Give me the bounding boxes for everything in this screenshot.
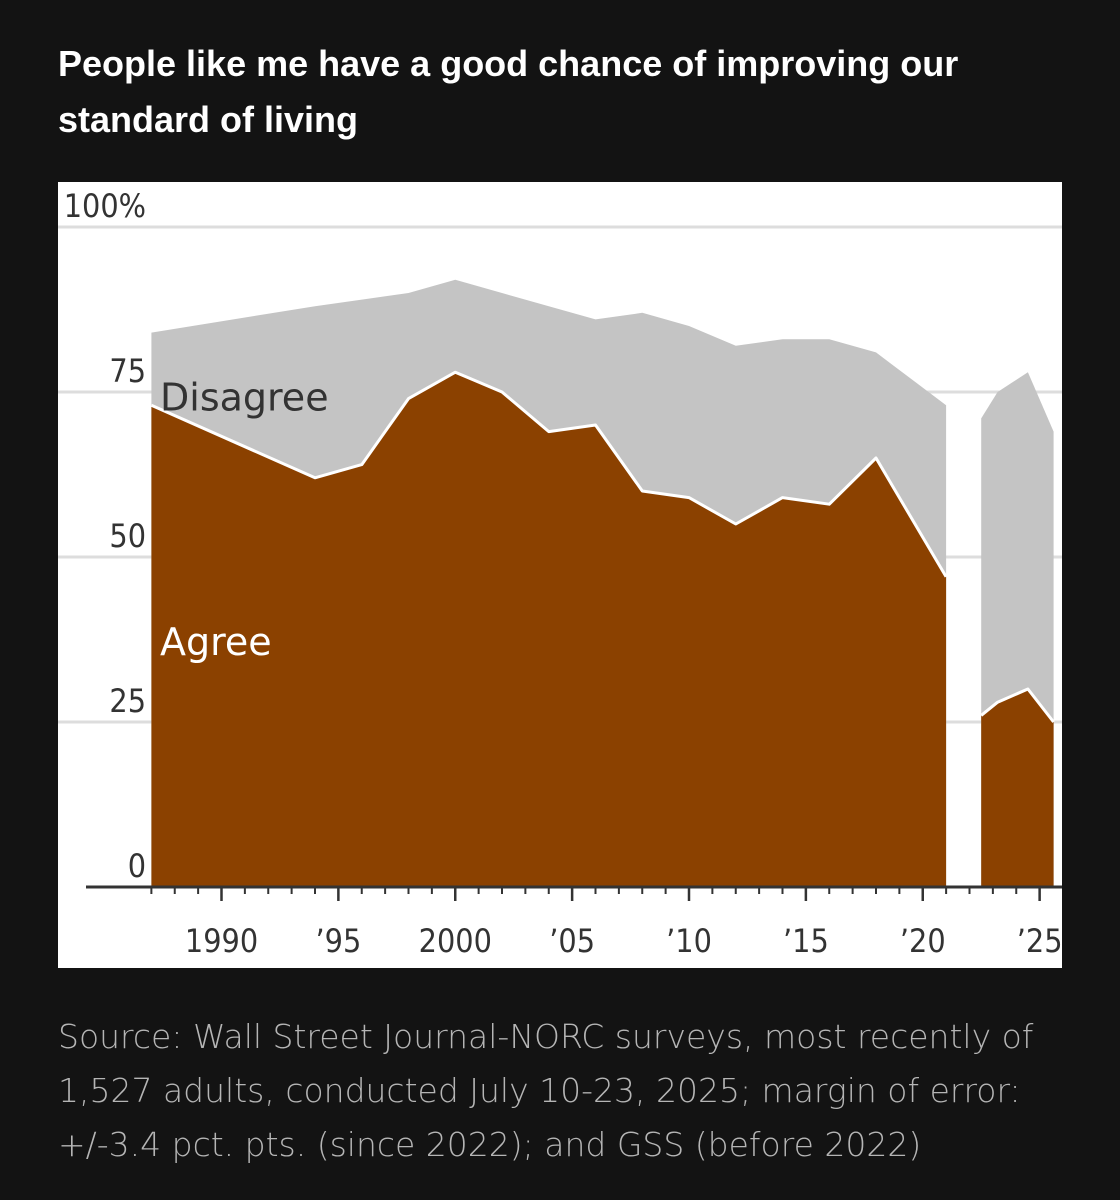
x-tick-label-2000: 2000 — [419, 922, 492, 960]
y-tick-label-50: 50 — [109, 517, 146, 555]
chart-title: People like me have a good chance of imp… — [58, 43, 959, 140]
series-label-agree: Agree — [160, 620, 272, 664]
chart-panel: 0 25 50 75 100% 1990 ’95 2000 ’05 ’10 ’15 ’20 ’25 D… — [58, 182, 1062, 968]
agree-area-0 — [151, 372, 947, 887]
y-tick-label-25: 25 — [109, 682, 146, 720]
source-note: Source: Wall Street Journal-NORC surveys… — [58, 1017, 1034, 1164]
agree-boundary-1 — [980, 687, 1055, 723]
y-axis-labels: 0 25 50 75 100% — [64, 187, 146, 885]
x-tick-label-2025: ’25 — [1017, 922, 1062, 960]
x-tick-label-1990: 1990 — [185, 922, 258, 960]
x-tick-label-1995: ’95 — [315, 922, 361, 960]
y-tick-label-75: 75 — [109, 352, 146, 390]
series-labels: Disagree Agree — [160, 376, 329, 664]
x-axis — [86, 885, 1062, 901]
x-tick-label-2005: ’05 — [549, 922, 595, 960]
x-axis-labels: 1990 ’95 2000 ’05 ’10 ’15 ’20 ’25 — [185, 922, 1062, 960]
series-label-disagree: Disagree — [160, 376, 329, 420]
x-tick-label-2015: ’15 — [783, 922, 829, 960]
agree-boundary-0 — [150, 370, 948, 578]
area-series — [150, 279, 1055, 887]
x-tick-label-2020: ’20 — [900, 922, 946, 960]
y-tick-label-100: 100% — [64, 187, 146, 225]
agree-area-1 — [981, 689, 1054, 887]
area-chart: 0 25 50 75 100% 1990 ’95 2000 ’05 ’10 ’15 ’20 ’25 D… — [58, 187, 1062, 960]
y-tick-label-0: 0 — [128, 847, 146, 885]
x-tick-label-2010: ’10 — [666, 922, 712, 960]
